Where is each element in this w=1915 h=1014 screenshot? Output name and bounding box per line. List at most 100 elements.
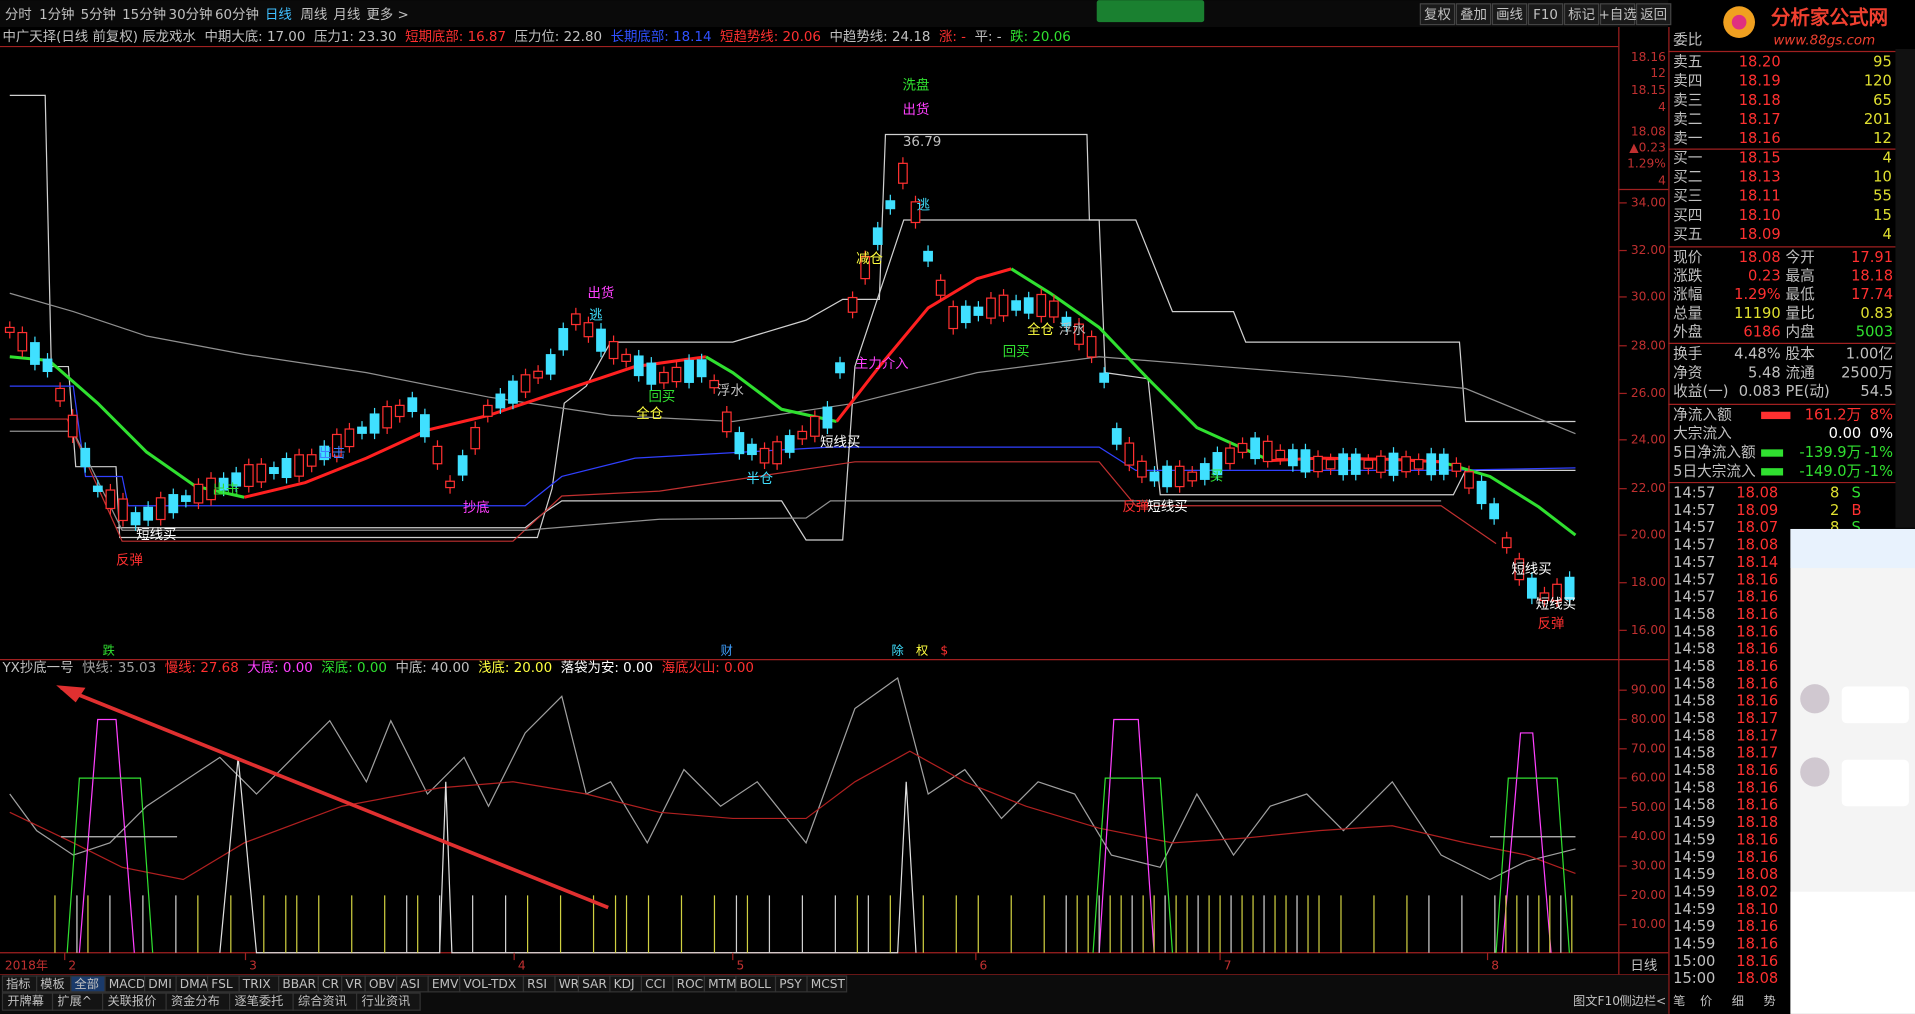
- indicator-header: YX抄底一号 快线: 35.03 慢线: 27.68 大底: 0.00 深底: 0.00…: [1, 659, 754, 676]
- candle-body: [269, 467, 279, 475]
- period-tab[interactable]: 分时: [5, 7, 32, 23]
- candle-body: [885, 200, 896, 210]
- tick-time: 14:59: [1673, 935, 1715, 952]
- annotation: 买: [1210, 468, 1223, 484]
- candle-body: [218, 477, 229, 491]
- event-marker: 财: [721, 644, 733, 658]
- indicator-tick: 90.00: [1631, 683, 1666, 697]
- candle-body: [331, 433, 342, 457]
- indicator-axis: 90.00 80.00 70.00 60.00 50.00 40.00 30.00 20.00…: [1619, 683, 1666, 931]
- candle-body: [1162, 465, 1172, 488]
- indicator-tab[interactable]: [806, 975, 848, 993]
- toolbar-buttons: 复权 叠加 画线 F10 标记 +自选 返回: [1419, 3, 1672, 26]
- bottom-button[interactable]: 价: [1700, 994, 1712, 1008]
- message: [1841, 759, 1909, 807]
- candle-body: [1212, 452, 1223, 476]
- bottom-button[interactable]: 笔: [1673, 993, 1685, 1008]
- candle-body: [42, 358, 53, 372]
- toolbar-button[interactable]: [1563, 3, 1600, 26]
- candle-body: [17, 331, 28, 352]
- logo-title: 分析家公式网: [1771, 6, 1888, 29]
- tick-price: 18.16: [1736, 641, 1778, 658]
- toolbar-button[interactable]: [1527, 3, 1564, 26]
- tick-time: 14:58: [1673, 779, 1715, 796]
- stat-value: 0.83: [1860, 305, 1893, 322]
- candle-body: [1086, 335, 1097, 358]
- annotation: 逃: [917, 197, 931, 213]
- book-label: 卖四: [1673, 73, 1702, 90]
- toolbar-button-label: 复权: [1424, 6, 1451, 23]
- period-tab[interactable]: 30分钟: [169, 6, 213, 23]
- tick-volume: 2: [1830, 502, 1839, 519]
- period-tab[interactable]: 日线: [265, 7, 292, 23]
- book-price: 18.16: [1739, 130, 1781, 147]
- bottom-button[interactable]: 势: [1764, 994, 1776, 1008]
- candle-body: [281, 458, 292, 479]
- candle-body: [4, 326, 15, 333]
- period-tab[interactable]: 15分钟: [122, 6, 166, 23]
- tick-side: S: [1851, 485, 1860, 502]
- period-tab[interactable]: 1分钟: [39, 6, 74, 23]
- bottom-button[interactable]: 侧边栏<: [1619, 993, 1666, 1008]
- tick-time: 14:57: [1673, 589, 1715, 606]
- candle-body: [1338, 453, 1349, 476]
- toolbar-button[interactable]: [1599, 3, 1636, 26]
- toolbar-button-label: F10: [1533, 8, 1558, 23]
- fund-value: -149.0万: [1799, 463, 1861, 480]
- toolbar-button[interactable]: [1419, 3, 1456, 26]
- annotation: 短线买: [1147, 499, 1187, 515]
- candle-body: [1199, 463, 1210, 480]
- candle-body: [394, 404, 405, 418]
- annotation: 短线买: [820, 434, 860, 450]
- input-area: [1790, 891, 1915, 1014]
- candle-body: [143, 506, 154, 521]
- price-tick-top: ▲0.23: [1629, 140, 1666, 154]
- bottom-button[interactable]: 图文F10: [1573, 993, 1620, 1008]
- x-tick: 2018年: [5, 959, 48, 973]
- candle-body: [67, 414, 78, 438]
- indicator-tab-label: MTM: [708, 977, 737, 991]
- header-item: 压力位: 22.80: [515, 29, 602, 45]
- indicator-tab-label: CCI: [645, 977, 666, 991]
- event-marker: $: [940, 644, 948, 658]
- candle-body: [860, 256, 871, 280]
- tick-time: 14:58: [1673, 658, 1715, 675]
- stat-label: 最高: [1786, 268, 1815, 285]
- function-tab-label: 扩展^: [57, 994, 92, 1008]
- indicator-tab-label: VOL-TDX: [463, 977, 516, 991]
- price-tick: 26.00: [1631, 386, 1666, 400]
- trend-line: [1010, 267, 1271, 462]
- stat-label: 内盘: [1786, 323, 1815, 341]
- period-tab[interactable]: 周线: [300, 7, 327, 23]
- stat-value: 17.91: [1851, 249, 1893, 266]
- period-tab[interactable]: 月线: [333, 7, 360, 23]
- book-label: 卖五: [1673, 53, 1702, 70]
- candle-body: [130, 512, 141, 526]
- fund-pct: 8%: [1870, 406, 1893, 423]
- toolbar-button[interactable]: [1491, 3, 1528, 26]
- tick-price: 18.17: [1736, 710, 1778, 727]
- fund-bar: [1761, 411, 1791, 420]
- annotation: 浮水: [1059, 322, 1086, 338]
- bottom-button[interactable]: 细: [1732, 994, 1744, 1008]
- stat-value: 2500万: [1841, 364, 1893, 381]
- book-volume: 65: [1873, 92, 1892, 109]
- toolbar-button[interactable]: [1455, 3, 1492, 26]
- candle-body: [684, 359, 694, 383]
- fund-label: 5日净流入额: [1673, 444, 1756, 461]
- function-tab[interactable]: [356, 992, 421, 1011]
- candle-body: [1023, 297, 1034, 314]
- price-tick: 22.00: [1631, 481, 1666, 495]
- candle-body: [1074, 323, 1084, 345]
- candle-body: [948, 305, 959, 330]
- period-tab[interactable]: 60分钟: [215, 6, 259, 23]
- book-volume: 10: [1873, 168, 1892, 185]
- period-tab[interactable]: 5分钟: [81, 6, 116, 23]
- tick-volume: 8: [1830, 519, 1839, 536]
- tick-time: 14:57: [1673, 502, 1715, 519]
- toolbar-button[interactable]: [1635, 3, 1672, 26]
- period-tab[interactable]: 更多 >: [366, 6, 408, 23]
- book-volume: 15: [1873, 207, 1892, 224]
